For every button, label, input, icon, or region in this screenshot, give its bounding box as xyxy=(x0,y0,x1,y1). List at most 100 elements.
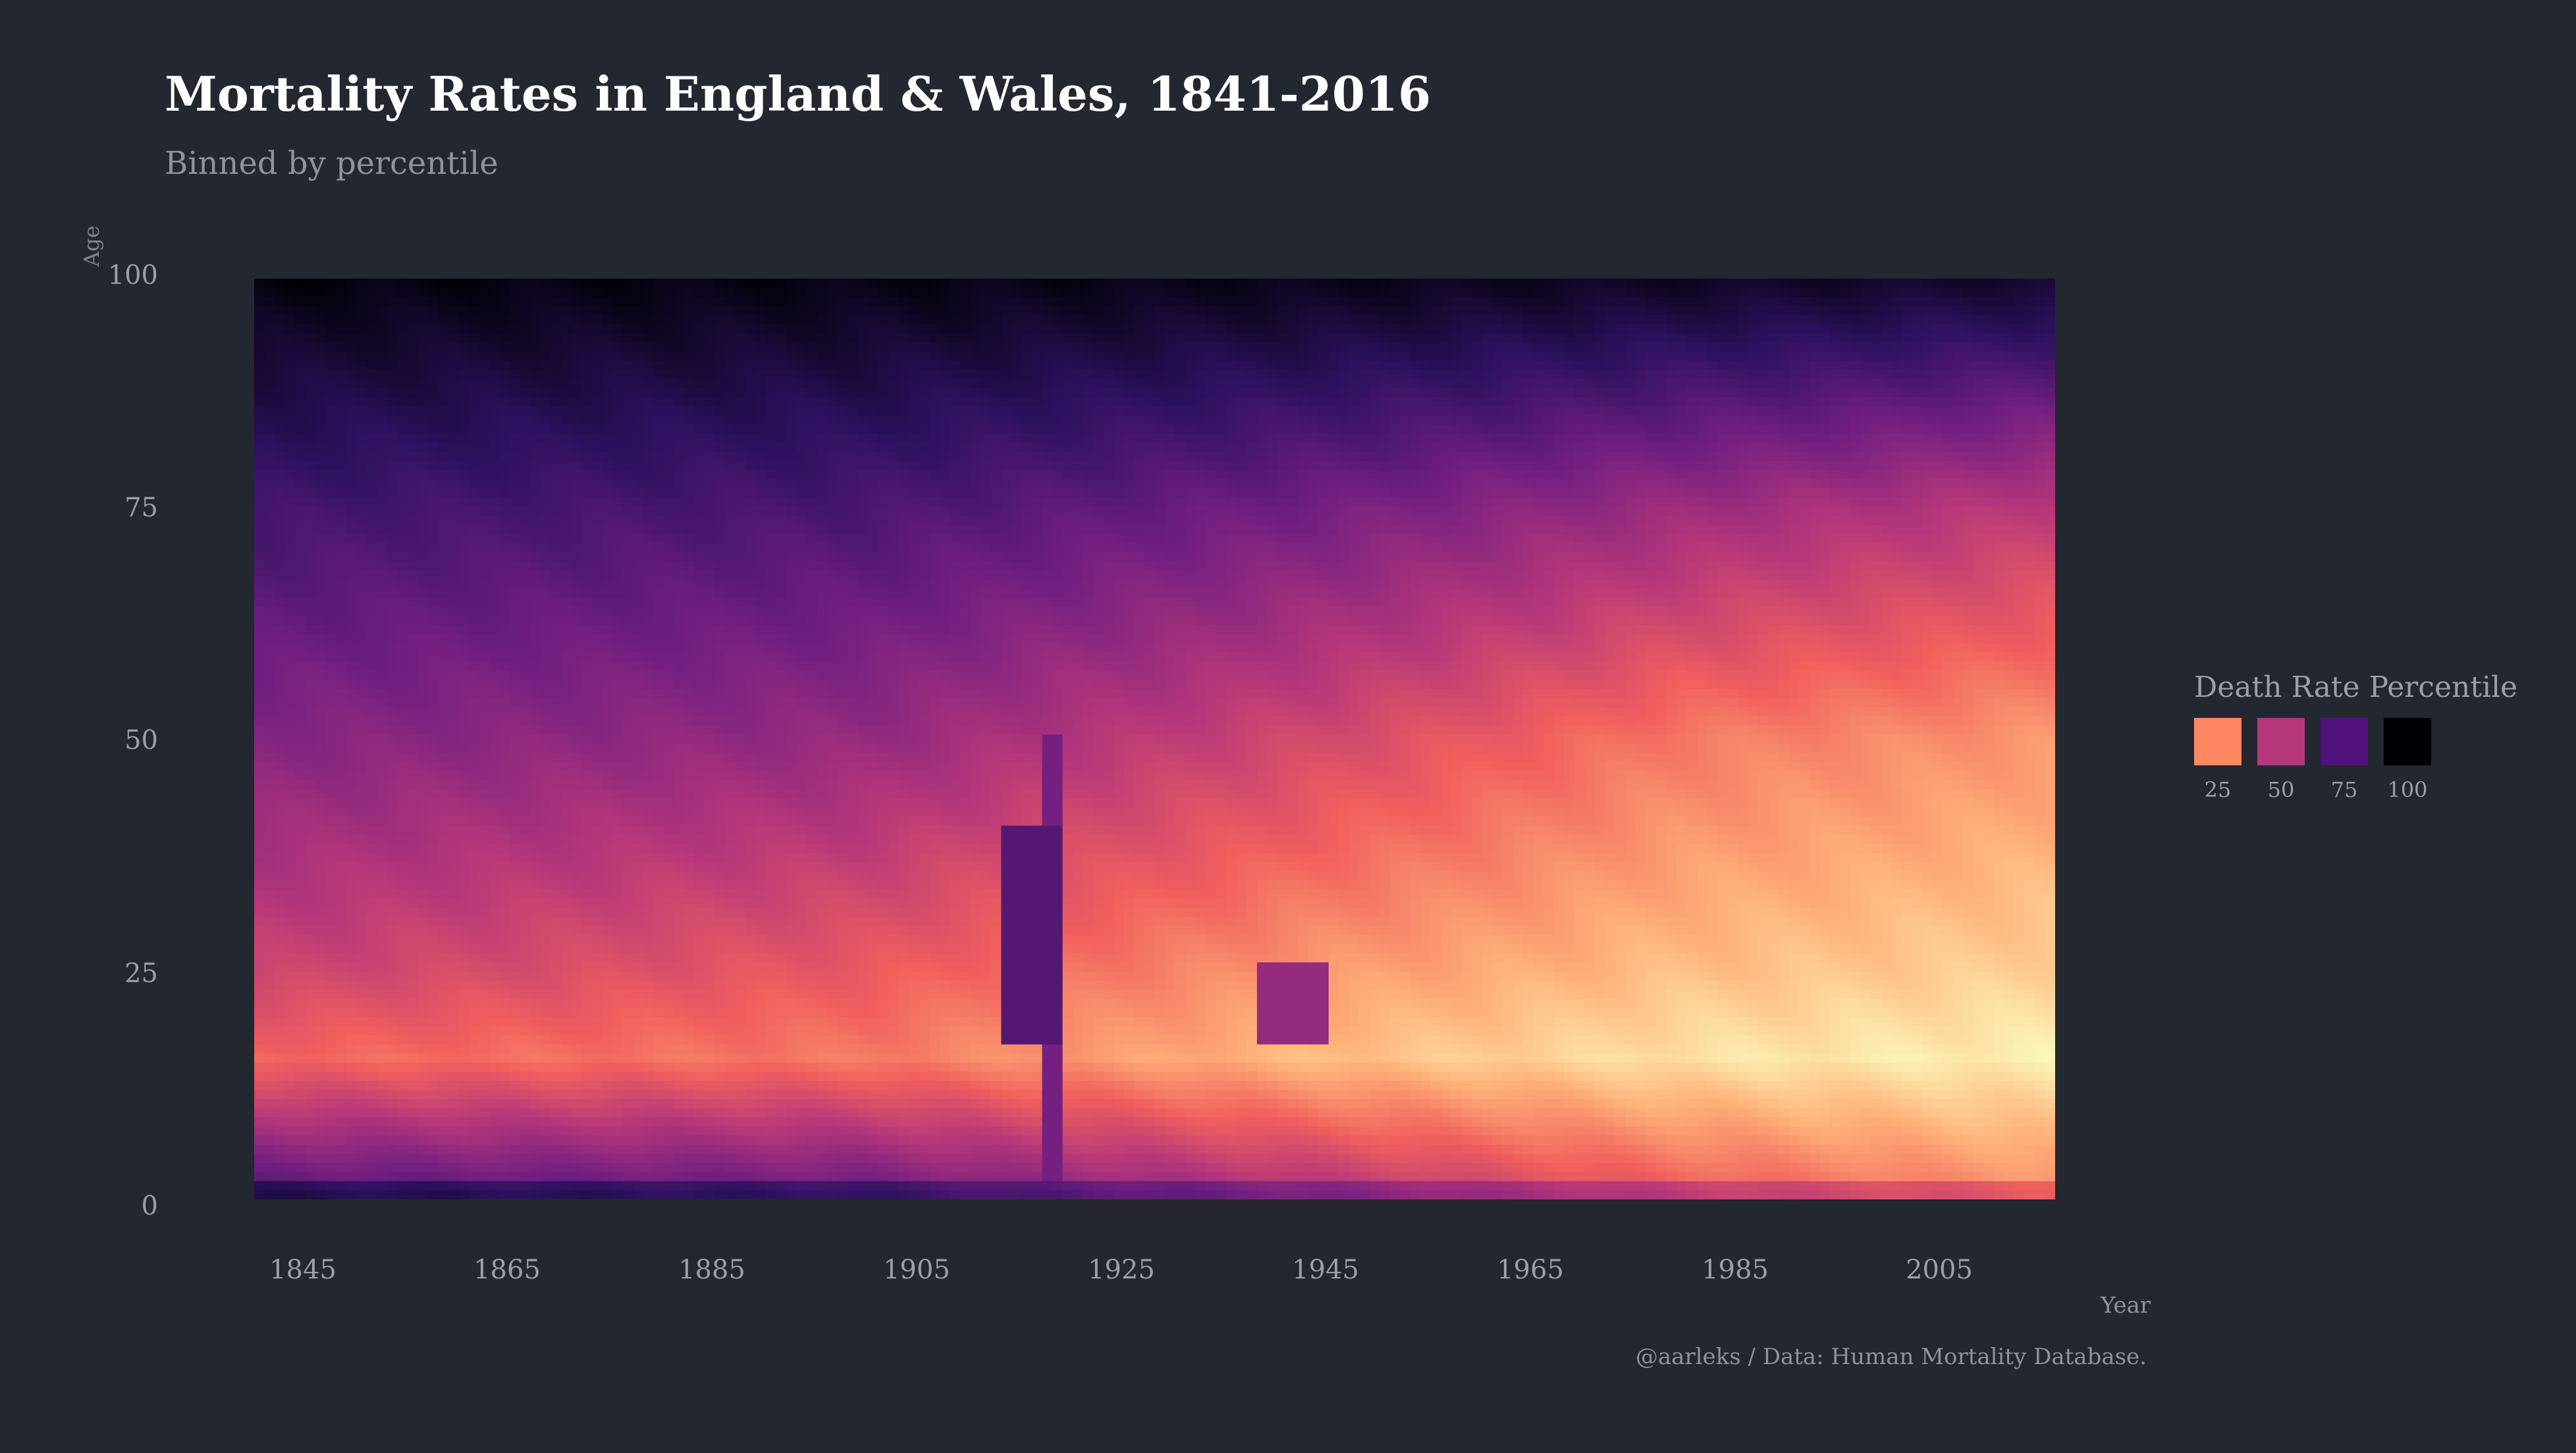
heatmap-cell xyxy=(284,953,296,963)
heatmap-cell xyxy=(622,761,633,772)
heatmap-cell xyxy=(520,1062,531,1072)
heatmap-cell xyxy=(356,880,367,890)
heatmap-cell xyxy=(694,844,705,854)
heatmap-cell xyxy=(469,451,480,462)
heatmap-cell xyxy=(295,607,306,617)
heatmap-cell xyxy=(275,944,286,954)
heatmap-cell xyxy=(366,780,378,790)
heatmap-cell xyxy=(295,360,306,371)
heatmap-cell xyxy=(275,1126,286,1136)
heatmap-cell xyxy=(622,989,633,1000)
heatmap-cell xyxy=(336,671,347,680)
heatmap-cell xyxy=(448,725,460,735)
heatmap-cell xyxy=(387,671,398,680)
heatmap-cell xyxy=(745,1081,757,1091)
heatmap-cell xyxy=(602,616,613,626)
heatmap-cell xyxy=(408,597,419,607)
heatmap-cell xyxy=(264,1153,275,1164)
heatmap-cell xyxy=(448,835,460,844)
heatmap-cell xyxy=(408,415,419,425)
heatmap-cell xyxy=(602,1008,613,1018)
heatmap-cell xyxy=(510,451,521,462)
heatmap-cell xyxy=(674,652,685,662)
heatmap-cell xyxy=(356,379,367,389)
heatmap-cell xyxy=(295,552,306,562)
heatmap-cell xyxy=(612,451,624,462)
heatmap-cell xyxy=(755,588,766,599)
heatmap-cell xyxy=(438,524,449,535)
heatmap-cell xyxy=(632,1081,644,1091)
heatmap-cell xyxy=(336,698,347,708)
heatmap-cell xyxy=(684,688,695,699)
heatmap-cell xyxy=(346,734,357,744)
heatmap-cell xyxy=(602,761,613,772)
heatmap-cell xyxy=(469,716,480,726)
heatmap-cell xyxy=(428,1035,439,1045)
heatmap-cell xyxy=(674,1044,685,1055)
heatmap-cell xyxy=(284,916,296,927)
heatmap-cell xyxy=(469,333,480,343)
heatmap-cell xyxy=(653,652,664,662)
heatmap-cell xyxy=(632,579,644,589)
heatmap-cell xyxy=(520,579,531,589)
heatmap-cell xyxy=(254,443,265,452)
heatmap-cell xyxy=(510,999,521,1008)
heatmap-cell xyxy=(397,771,408,781)
heatmap-cell xyxy=(469,515,480,526)
heatmap-cell xyxy=(254,889,265,899)
heatmap-cell xyxy=(510,507,521,516)
heatmap-cell xyxy=(377,643,388,653)
heatmap-cell xyxy=(315,916,327,927)
heatmap-cell xyxy=(541,971,552,981)
heatmap-cell xyxy=(428,771,439,781)
heatmap-cell xyxy=(346,1153,357,1164)
heatmap-cell xyxy=(417,752,429,763)
heatmap-cell xyxy=(336,370,347,379)
heatmap-cell xyxy=(561,908,572,918)
heatmap-cell xyxy=(336,1153,347,1164)
heatmap-cell xyxy=(541,543,552,553)
heatmap-cell xyxy=(417,999,429,1008)
heatmap-cell xyxy=(295,989,306,1000)
heatmap-cell xyxy=(499,1190,511,1199)
heatmap-cell xyxy=(571,908,582,918)
heatmap-cell xyxy=(469,1126,480,1136)
heatmap-cell xyxy=(397,725,408,735)
heatmap-cell xyxy=(704,944,715,954)
heatmap-cell xyxy=(428,1126,439,1136)
heatmap-cell xyxy=(571,853,582,863)
heatmap-cell xyxy=(356,460,367,471)
heatmap-cell xyxy=(530,570,541,580)
heatmap-cell xyxy=(284,1081,296,1091)
heatmap-cell xyxy=(674,507,685,516)
heatmap-cell xyxy=(254,479,265,489)
heatmap-cell xyxy=(366,1181,378,1191)
heatmap-cell xyxy=(724,479,736,489)
heatmap-cell xyxy=(602,1044,613,1055)
heatmap-cell xyxy=(264,624,275,635)
heatmap-cell xyxy=(428,1144,439,1155)
heatmap-cell xyxy=(541,388,552,398)
heatmap-cell xyxy=(612,844,624,854)
heatmap-cell xyxy=(602,524,613,535)
heatmap-cell xyxy=(417,488,429,498)
heatmap-cell xyxy=(684,743,695,754)
heatmap-cell xyxy=(408,433,419,443)
heatmap-cell xyxy=(325,771,336,781)
heatmap-cell xyxy=(724,835,736,844)
heatmap-cell xyxy=(346,1008,357,1018)
heatmap-cell xyxy=(745,388,757,398)
heatmap-cell xyxy=(295,880,306,890)
heatmap-cell xyxy=(254,397,265,407)
heatmap-cell xyxy=(684,1126,695,1136)
heatmap-cell xyxy=(284,1099,296,1109)
heatmap-cell xyxy=(315,816,327,827)
heatmap-cell xyxy=(428,424,439,434)
heatmap-cell xyxy=(724,433,736,443)
heatmap-cell xyxy=(448,1072,460,1082)
heatmap-cell xyxy=(377,607,388,617)
heatmap-cell xyxy=(499,624,511,635)
heatmap-cell xyxy=(315,1181,327,1191)
heatmap-cell xyxy=(520,324,531,334)
heatmap-cell xyxy=(254,296,265,307)
